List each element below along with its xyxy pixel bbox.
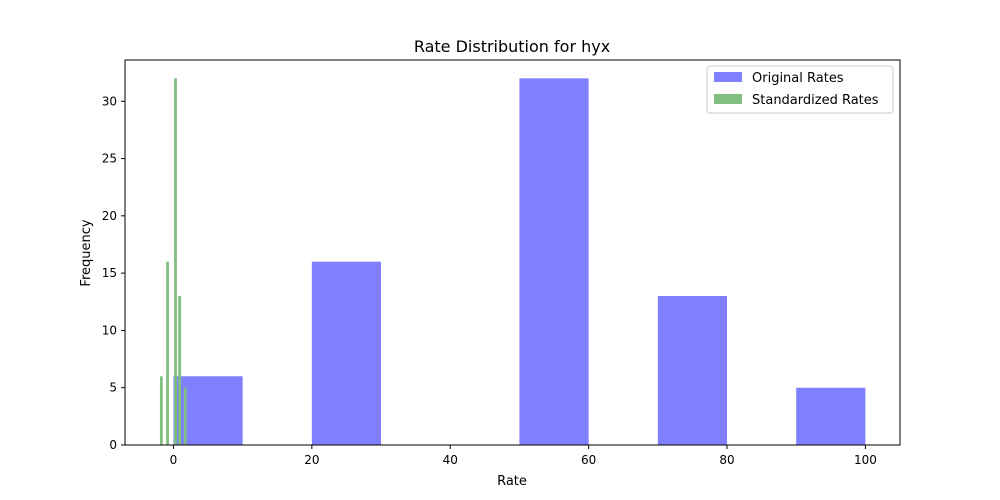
x-axis-label: Rate [497, 474, 527, 489]
legend-label-original: Original Rates [752, 71, 844, 86]
legend-swatch-standardized [714, 94, 742, 104]
legend-box [706, 65, 894, 114]
x-axis-ticks: 0 20 40 60 80 100 [170, 445, 877, 467]
y-tick-label: 15 [102, 266, 117, 280]
bar-standardized-4 [183, 387, 187, 445]
bar-original-2 [519, 78, 589, 445]
y-axis-label: Frequency [79, 219, 94, 286]
bar-original-3 [657, 296, 728, 445]
bar-original-4 [796, 387, 866, 445]
x-tick-label: 100 [854, 453, 877, 467]
y-tick-label: 0 [109, 438, 117, 452]
x-tick-label: 80 [719, 453, 734, 467]
bar-standardized-0 [159, 376, 163, 445]
y-axis-ticks: 0 5 10 15 20 25 30 [102, 94, 125, 452]
x-tick-label: 0 [170, 453, 178, 467]
legend-label-standardized: Standardized Rates [752, 93, 879, 108]
bar-original-1 [311, 261, 382, 445]
y-tick-label: 30 [102, 94, 117, 108]
bar-standardized-2 [174, 78, 177, 445]
bar-standardized-3 [178, 296, 182, 445]
plot-frame [124, 59, 901, 446]
y-tick-label: 10 [102, 323, 117, 337]
y-tick-label: 5 [109, 381, 117, 395]
y-tick-label: 20 [102, 209, 117, 223]
legend: Original Rates Standardized Rates [706, 65, 894, 114]
y-tick-label: 25 [102, 152, 117, 166]
chart-title: Rate Distribution for hyx [414, 37, 610, 56]
legend-swatch-original [714, 72, 742, 82]
bars-layer [159, 78, 866, 445]
bar-standardized-1 [166, 261, 169, 445]
x-tick-label: 60 [581, 453, 596, 467]
x-tick-label: 20 [304, 453, 319, 467]
x-tick-label: 40 [443, 453, 458, 467]
